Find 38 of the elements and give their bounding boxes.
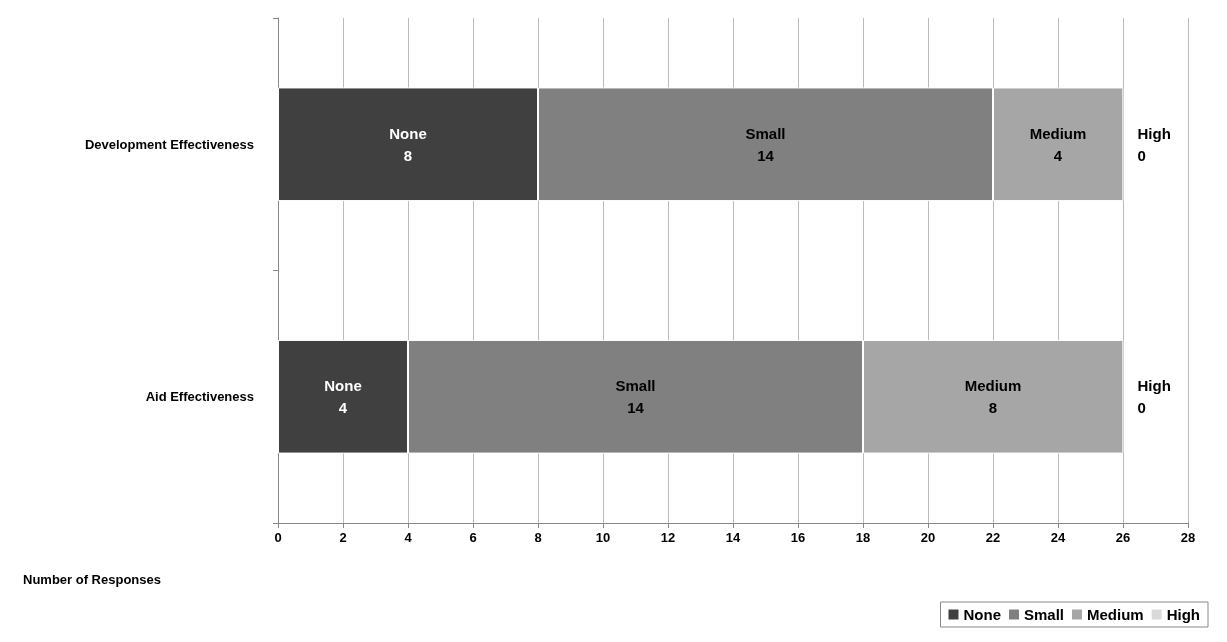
- x-tick-label: 10: [595, 530, 611, 545]
- y-tick-label: Development Effectiveness: [84, 136, 254, 152]
- x-axis-title: Number of Responses: [23, 572, 161, 587]
- legend-label: Small: [1023, 606, 1065, 623]
- legend-label: High: [1166, 606, 1200, 623]
- x-tick-label: 0: [274, 530, 282, 545]
- x-tick-label: 14: [725, 530, 741, 545]
- x-tick-label: 28: [1180, 530, 1196, 545]
- x-tick-label: 16: [790, 530, 806, 545]
- text: Small: [615, 377, 656, 395]
- x-tick-label: 20: [920, 530, 936, 545]
- x-tick-label: 26: [1115, 530, 1131, 545]
- data-label: 0: [1137, 146, 1146, 164]
- text: Medium: [964, 377, 1022, 395]
- x-tick-label: 4: [404, 530, 413, 545]
- legend-label: None: [963, 606, 1001, 623]
- data-label: 4: [338, 399, 348, 417]
- x-tick-label: 8: [534, 530, 542, 545]
- data-label: 14: [627, 399, 645, 417]
- x-tick-label: 18: [855, 530, 871, 545]
- x-tick-label: 22: [985, 530, 1001, 545]
- x-tick-label: 24: [1050, 530, 1066, 545]
- text: Medium: [1029, 124, 1087, 142]
- text: None: [324, 377, 362, 395]
- data-label: 4: [1053, 146, 1063, 164]
- x-tick-label: 6: [469, 530, 477, 545]
- text: High: [1137, 377, 1171, 395]
- data-label: 14: [757, 146, 775, 164]
- legend-label: Medium: [1087, 606, 1144, 623]
- text: High: [1137, 124, 1171, 142]
- data-label: 8: [403, 146, 413, 164]
- data-label: 0: [1137, 399, 1146, 417]
- y-tick-label: Aid Effectiveness: [145, 389, 254, 405]
- x-tick-label: 2: [339, 530, 347, 545]
- x-tick-label: 12: [660, 530, 676, 545]
- text: None: [389, 124, 427, 142]
- text: Small: [745, 124, 786, 142]
- data-label: 8: [988, 399, 998, 417]
